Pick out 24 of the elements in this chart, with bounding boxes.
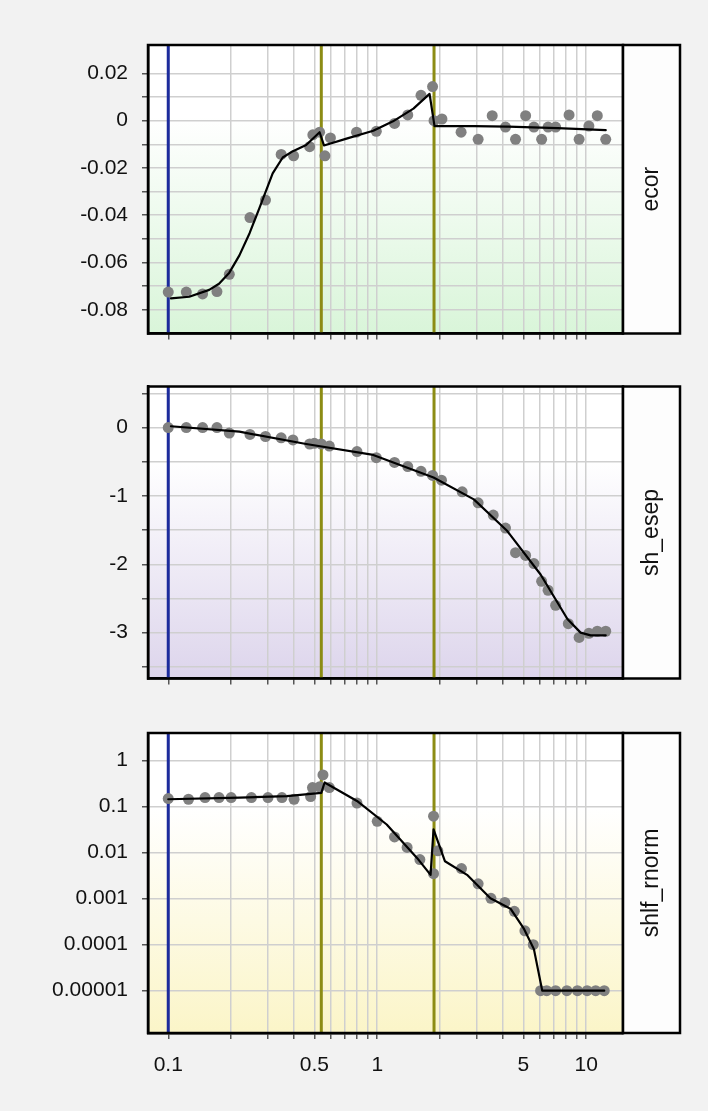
y-tick-label: -1 xyxy=(109,482,128,506)
y-tick-label: -0.02 xyxy=(80,154,128,178)
y-tick-label: -2 xyxy=(109,551,128,575)
y-tick-label: -3 xyxy=(109,619,128,643)
y-tick-label: 0 xyxy=(116,107,128,131)
y-tick-label: 1 xyxy=(116,747,128,771)
y-tick-label: 0.0001 xyxy=(63,931,128,955)
y-tick-label: 0.1 xyxy=(98,793,128,817)
y2-axis-title: sh_esep xyxy=(636,489,663,576)
x-tick-label: 10 xyxy=(574,1052,598,1076)
y-tick-label: 0.02 xyxy=(87,60,128,84)
y2-axis-title: ecor xyxy=(636,166,663,212)
x-tick-label: 5 xyxy=(517,1052,530,1076)
y-tick-label: -0.06 xyxy=(80,249,128,273)
y-tick-label: 0 xyxy=(116,414,128,438)
x-tick-label: 1 xyxy=(371,1052,384,1076)
y2-axis-title: shlf_rnorm xyxy=(636,828,663,938)
x-tick-label: 0.5 xyxy=(299,1052,329,1076)
y-tick-label: 0.001 xyxy=(75,885,128,909)
x-tick-label: 0.1 xyxy=(153,1052,183,1076)
y-tick-label: -0.08 xyxy=(80,296,128,320)
y-tick-label: 0.01 xyxy=(87,839,128,863)
y-tick-label: -0.04 xyxy=(80,202,129,225)
y-tick-label: 0.00001 xyxy=(52,977,128,1001)
